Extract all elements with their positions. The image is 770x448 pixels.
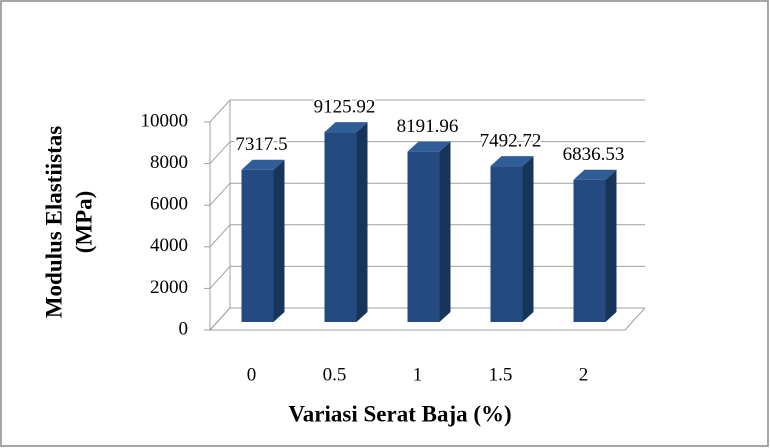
x-axis-title: Variasi Serat Baja (%)	[288, 401, 511, 426]
bar-top	[573, 169, 617, 180]
x-tick-label: 0	[247, 364, 257, 385]
bar	[490, 156, 534, 322]
bar-top	[490, 156, 534, 167]
grid-line	[209, 141, 645, 164]
x-tick-label: 2	[579, 364, 589, 385]
y-tick-label: 8000	[150, 152, 188, 173]
bar-side	[605, 169, 617, 322]
value-label: 7317.5	[235, 134, 287, 155]
bar-top	[241, 159, 285, 170]
x-tick-label: 1	[413, 364, 423, 385]
bar-side	[439, 141, 451, 322]
y-axis-title-line: (MPa)	[71, 191, 96, 254]
x-tick-label: 0.5	[323, 364, 347, 385]
y-axis-title-line: Modulus Elastiistas	[41, 126, 66, 318]
floor	[210, 307, 646, 331]
bar-front	[573, 179, 606, 322]
y-tick-label: 0	[179, 318, 189, 339]
bar	[324, 122, 368, 322]
y-tick-label: 4000	[150, 235, 188, 256]
bar-top	[407, 141, 451, 152]
x-tick-label: 1.5	[489, 364, 513, 385]
bar	[573, 169, 617, 322]
bar	[241, 159, 285, 322]
y-tick-label: 2000	[150, 277, 188, 298]
value-label: 8191.96	[397, 116, 459, 137]
bar-front	[241, 169, 274, 322]
value-label: 6836.53	[563, 144, 625, 165]
bar-front	[407, 151, 440, 322]
y-tick-label: 10000	[141, 110, 189, 131]
bar-side	[356, 122, 368, 322]
y-tick-label: 6000	[150, 194, 188, 215]
value-label: 9125.92	[314, 97, 376, 118]
value-label: 7492.72	[480, 131, 542, 152]
bar-top	[324, 122, 368, 133]
bar-front	[490, 166, 523, 322]
bar-side	[273, 159, 285, 322]
bar-side	[522, 156, 534, 322]
y-axis-title: Modulus Elastiistas (MPa)	[41, 126, 96, 318]
bar	[407, 141, 451, 322]
bar-front	[324, 132, 357, 322]
grid-line	[209, 99, 645, 123]
